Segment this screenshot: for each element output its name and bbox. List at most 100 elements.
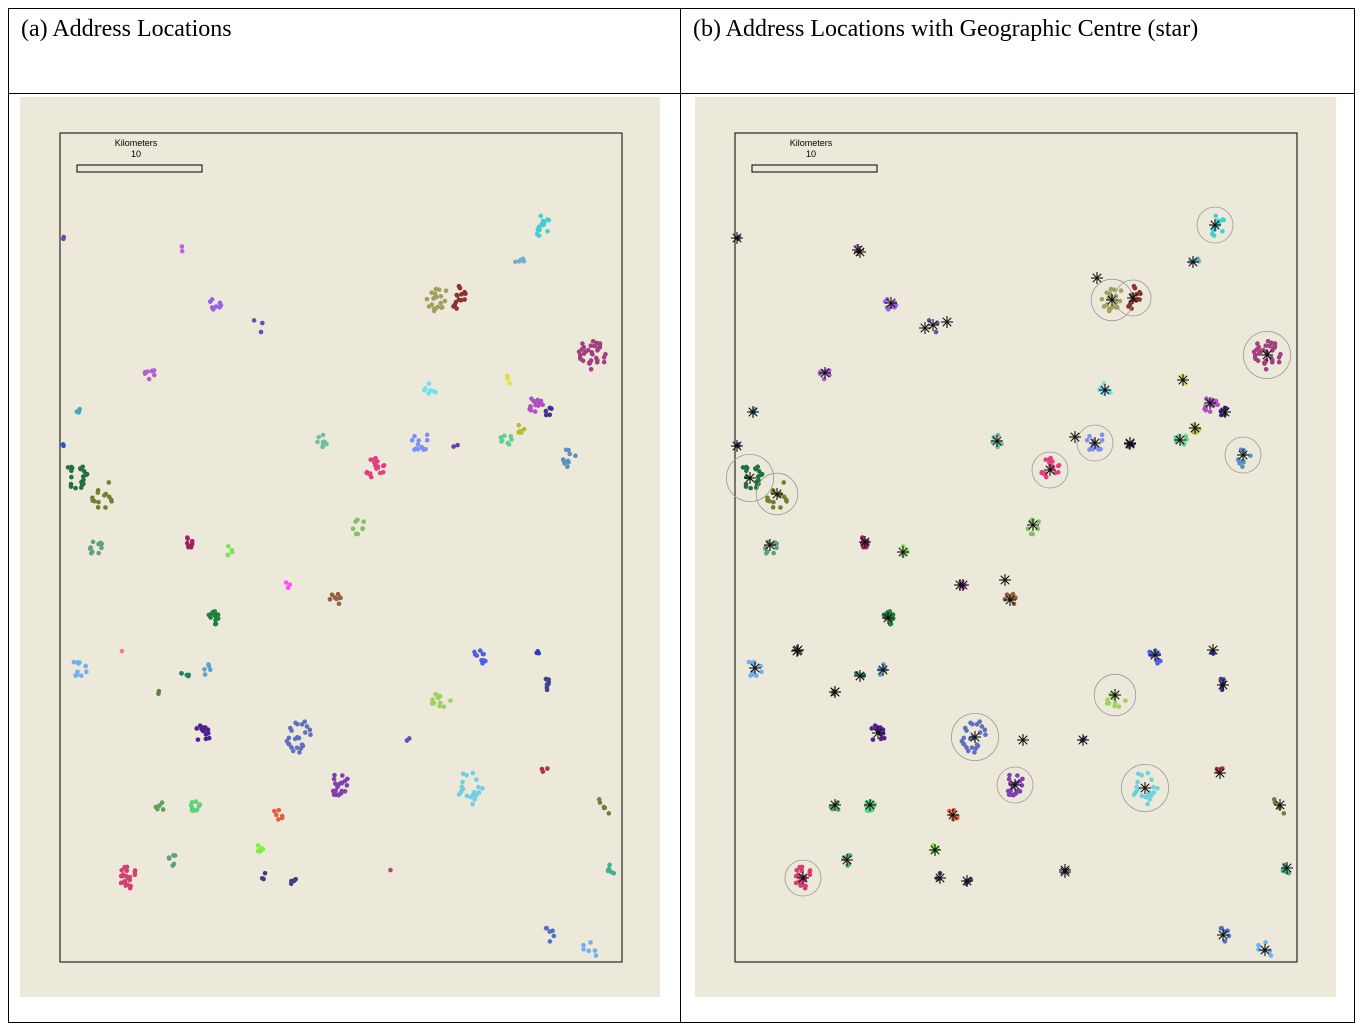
address-point bbox=[331, 792, 337, 797]
star-stroke bbox=[1218, 930, 1228, 940]
address-point bbox=[748, 673, 753, 678]
address-point bbox=[1272, 341, 1278, 346]
address-point bbox=[756, 469, 762, 474]
address-point bbox=[1155, 785, 1160, 791]
star-stroke bbox=[1190, 423, 1200, 433]
address-point bbox=[302, 730, 308, 735]
address-point bbox=[521, 426, 527, 432]
star-stroke bbox=[886, 298, 896, 308]
centre-star bbox=[1027, 519, 1039, 531]
address-point bbox=[765, 539, 771, 545]
address-point bbox=[532, 399, 537, 404]
address-point bbox=[580, 341, 585, 346]
centre-star bbox=[872, 727, 884, 739]
address-point bbox=[210, 610, 216, 615]
address-point bbox=[451, 444, 456, 449]
address-point bbox=[1156, 657, 1161, 663]
address-point bbox=[1017, 778, 1023, 784]
centre-star bbox=[941, 316, 953, 328]
address-point bbox=[1263, 940, 1268, 945]
address-point bbox=[424, 438, 430, 443]
address-point bbox=[431, 388, 436, 394]
address-point bbox=[1263, 343, 1269, 349]
centre-star bbox=[792, 644, 804, 656]
star-stroke bbox=[765, 540, 775, 550]
address-point bbox=[771, 499, 776, 505]
star-stroke bbox=[1205, 398, 1215, 408]
address-point bbox=[588, 940, 593, 945]
address-point bbox=[817, 371, 823, 376]
address-point bbox=[456, 297, 462, 302]
address-point bbox=[283, 580, 289, 585]
address-point bbox=[65, 465, 71, 470]
star-stroke bbox=[948, 810, 958, 820]
address-point bbox=[1099, 432, 1105, 438]
address-point bbox=[200, 728, 206, 734]
address-point bbox=[551, 933, 557, 939]
centre-star bbox=[1077, 734, 1089, 746]
address-point bbox=[92, 498, 97, 504]
address-point bbox=[460, 771, 466, 777]
address-point bbox=[477, 648, 483, 653]
star-stroke bbox=[1208, 645, 1218, 655]
star-stroke bbox=[942, 317, 952, 327]
centre-star bbox=[747, 406, 759, 418]
address-point bbox=[1255, 341, 1260, 346]
centre-star bbox=[954, 579, 966, 591]
address-point bbox=[1147, 649, 1152, 655]
address-point bbox=[561, 458, 567, 464]
address-point bbox=[543, 412, 549, 418]
centre-star bbox=[744, 472, 756, 484]
address-point bbox=[430, 697, 435, 702]
address-point bbox=[81, 469, 87, 474]
address-point bbox=[1256, 947, 1261, 952]
address-point bbox=[287, 582, 293, 588]
address-point bbox=[1111, 287, 1117, 293]
address-point bbox=[118, 880, 124, 886]
address-point bbox=[793, 880, 799, 886]
centre-circle bbox=[755, 472, 799, 516]
address-point bbox=[332, 772, 337, 778]
address-point bbox=[195, 737, 201, 742]
address-point bbox=[473, 793, 479, 798]
star-stroke bbox=[745, 473, 755, 483]
centre-star bbox=[797, 872, 809, 884]
star-stroke bbox=[1282, 863, 1292, 873]
address-point bbox=[368, 457, 373, 462]
address-point bbox=[213, 304, 219, 309]
centre-star bbox=[854, 670, 866, 682]
star-stroke bbox=[970, 732, 980, 742]
address-point bbox=[597, 800, 603, 805]
star-stroke bbox=[732, 233, 742, 243]
centre-star bbox=[991, 435, 1003, 447]
address-point bbox=[289, 745, 294, 750]
address-point bbox=[476, 790, 482, 795]
centre-star bbox=[1261, 349, 1273, 361]
address-point bbox=[969, 745, 975, 751]
address-point bbox=[215, 612, 221, 617]
address-point bbox=[498, 435, 504, 440]
address-point bbox=[261, 876, 266, 882]
address-point bbox=[171, 853, 176, 858]
address-point bbox=[854, 244, 860, 249]
centre-star bbox=[1174, 434, 1186, 446]
address-point bbox=[336, 601, 342, 607]
address-point bbox=[364, 469, 370, 475]
address-point bbox=[462, 297, 467, 302]
address-point bbox=[333, 788, 338, 793]
address-point bbox=[76, 661, 81, 666]
address-point bbox=[68, 484, 74, 489]
address-point bbox=[1203, 404, 1208, 409]
address-point bbox=[1213, 213, 1219, 219]
address-point bbox=[770, 505, 776, 510]
address-point bbox=[81, 477, 86, 483]
address-point bbox=[320, 439, 326, 445]
address-point bbox=[1008, 788, 1013, 793]
star-stroke bbox=[1188, 257, 1198, 267]
address-point bbox=[186, 673, 191, 679]
address-point bbox=[585, 347, 591, 353]
address-point bbox=[276, 807, 282, 813]
address-point bbox=[1106, 308, 1112, 314]
centre-star bbox=[731, 232, 743, 244]
